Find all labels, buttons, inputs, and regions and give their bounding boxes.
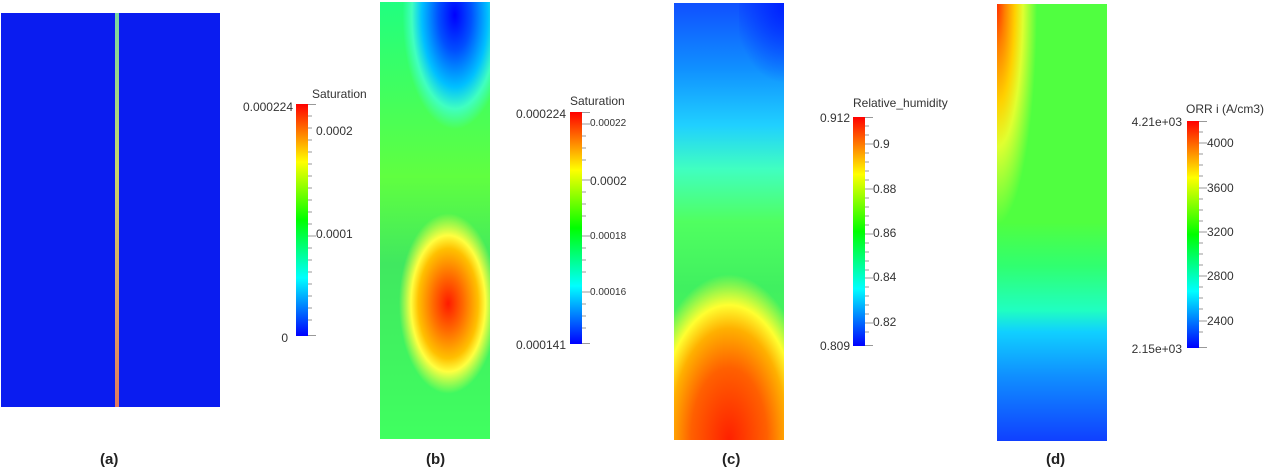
panel-label-c: (c) [722,451,741,468]
colorbar-a-ticks [308,104,316,336]
colorbar-d-tick-2: 3600 [1207,181,1234,195]
colorbar-d [1187,121,1199,348]
colorbar-c-max: 0.912 [819,111,850,125]
colorbar-b [570,112,582,344]
colorbar-d-max: 4.21e+03 [1131,115,1182,129]
center-line-a [115,13,119,407]
colorbar-b-ticks [582,112,590,344]
panel-label-d: (d) [1046,451,1066,468]
colorbar-a-min: 0 [281,331,288,345]
colorbar-b-title: Saturation [570,94,625,108]
colorbar-a [296,104,308,336]
colorbar-c-tick-3: 0.86 [873,226,897,240]
colorbar-b-min: 0.000141 [515,338,566,352]
colorbar-a-title: Saturation [312,87,367,101]
colorbar-d-tick-3: 3200 [1207,225,1234,239]
colorbar-b-tick-2: 0.0002 [590,174,627,188]
colorbar-b-max: 0.000224 [515,107,566,121]
colorbar-d-tick-5: 2400 [1207,314,1234,328]
colorbar-c-title: Relative_humidity [853,96,948,110]
field-plot-a [1,13,220,407]
panel-label-b: (b) [426,451,446,468]
colorbar-c-tick-2: 0.88 [873,182,897,196]
colorbar-c-min: 0.809 [819,339,850,353]
colorbar-d-ticks [1199,121,1207,348]
colorbar-c-tick-4: 0.84 [873,270,897,284]
field-plot-d [997,4,1107,441]
colorbar-c-tick-5: 0.82 [873,315,897,329]
colorbar-b-tick-4: 0.00016 [590,287,627,298]
colorbar-b-tick-1: 0.00022 [590,118,627,129]
panel-label-a: (a) [100,451,119,468]
colorbar-b-tick-3: 0.00018 [590,231,627,242]
colorbar-d-min: 2.15e+03 [1131,342,1182,356]
field-plot-b [380,2,490,439]
colorbar-a-tick-2: 0.0001 [316,227,353,241]
colorbar-d-tick-1: 4000 [1207,136,1234,150]
colorbar-c-ticks [865,117,873,346]
colorbar-d-tick-4: 2800 [1207,269,1234,283]
field-plot-c [674,3,784,440]
colorbar-a-tick-1: 0.0002 [316,124,353,138]
colorbar-c-tick-1: 0.9 [873,137,890,151]
colorbar-d-title: ORR i (A/cm3) [1186,102,1264,116]
colorbar-a-max: 0.000224 [242,100,293,114]
colorbar-c [853,117,865,346]
